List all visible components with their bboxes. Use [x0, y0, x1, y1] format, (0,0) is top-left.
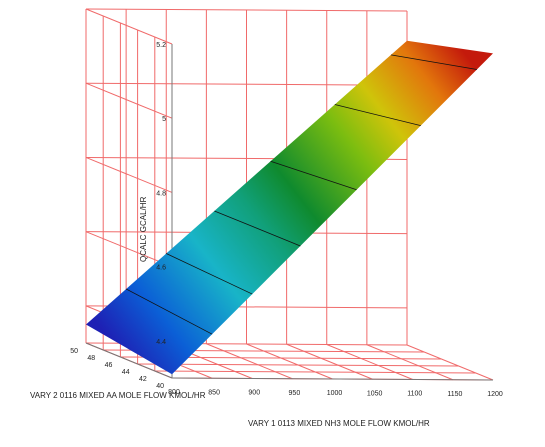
z-tick-label: 5: [162, 116, 166, 123]
y-tick-label: 42: [139, 376, 147, 383]
y-tick-label: 44: [122, 369, 130, 376]
back-grid-line: [85, 82, 408, 86]
x-tick-label: 1150: [447, 391, 462, 398]
y-axis-label: VARY 2 0116 MIXED AA MOLE FLOW KMOL/HR: [30, 391, 206, 400]
x-tick-label: 800: [168, 389, 180, 396]
side-grid-line: [85, 156, 173, 193]
x-tick-label: 900: [248, 390, 260, 397]
floor-grid-line: [326, 344, 413, 380]
contour-line: [214, 210, 301, 247]
z-tick-label: 4.6: [156, 265, 166, 272]
x-axis-ticks: 800 850 900 950 1000 1050 1100 1150 1200: [168, 389, 503, 398]
floor-edge: [171, 377, 494, 381]
contour-line: [270, 160, 357, 191]
y-axis-ticks: 40 42 44 46 48 50: [70, 348, 164, 390]
y-tick-label: 48: [87, 355, 95, 362]
y-tick-label: 46: [105, 362, 113, 369]
floor-grid-line: [246, 343, 333, 380]
side-grid-line: [85, 82, 173, 119]
z-tick-label: 5.2: [156, 42, 166, 49]
side-grid-line: [85, 8, 173, 45]
contour-line: [166, 253, 253, 295]
z-axis-label: QCALC GCAL/HR: [139, 196, 148, 262]
contour-line: [125, 288, 213, 335]
floor-grid-line: [137, 363, 459, 367]
contour-lines: [125, 54, 478, 335]
y-tick-label: 40: [156, 383, 164, 390]
side-grid-line: [85, 231, 173, 268]
floor-grid-line: [366, 344, 454, 381]
x-tick-label: 1000: [327, 390, 343, 397]
response-surface: [86, 40, 493, 375]
floor-grid-line: [286, 343, 373, 380]
floor-grid-line: [406, 344, 494, 381]
y-tick-label: 50: [70, 348, 78, 355]
back-grid-line: [85, 8, 408, 12]
contour-line: [390, 54, 478, 70]
floor-grid-line: [154, 370, 476, 374]
x-tick-label: 850: [208, 389, 220, 396]
z-tick-label: 4.4: [156, 339, 166, 346]
contour-line: [334, 104, 421, 127]
floor-edge: [85, 342, 173, 379]
x-tick-label: 950: [289, 390, 301, 397]
x-tick-label: 1100: [407, 391, 422, 398]
x-tick-label: 1200: [487, 391, 503, 398]
floor-grid-line: [206, 343, 293, 380]
z-tick-label: 4.8: [156, 190, 166, 197]
x-tick-label: 1050: [367, 390, 383, 397]
z-axis-ticks: 4.4 4.6 4.8 5 5.2: [156, 42, 166, 346]
x-axis-label: VARY 1 0113 MIXED NH3 MOLE FLOW KMOL/HR: [248, 419, 430, 428]
